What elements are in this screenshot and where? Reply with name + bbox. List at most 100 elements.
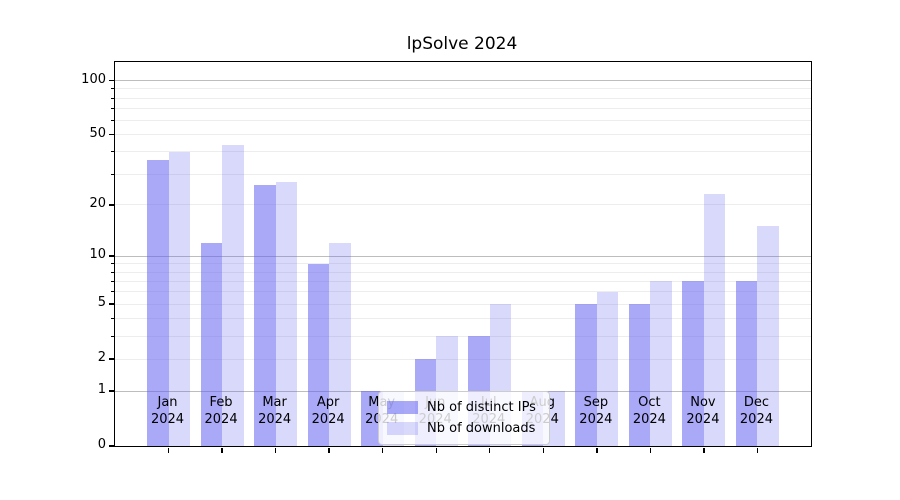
- y-axis-tick-1: [108, 390, 114, 392]
- x-axis-tick-jan: [167, 447, 170, 453]
- bar-downloads-nov: [703, 194, 726, 446]
- bar-distinct-ips-oct: [628, 304, 651, 446]
- x-axis-tick-may: [381, 447, 384, 453]
- x-axis-tick-jul: [489, 447, 491, 453]
- y-axis-tick-100: [108, 79, 114, 82]
- bar-downloads-apr: [329, 242, 351, 446]
- x-axis-label-apr: Apr 2024: [298, 394, 358, 428]
- legend-swatch-downloads: [387, 422, 418, 435]
- bar-distinct-ips-jan: [147, 160, 169, 446]
- x-axis-label-year: 2024: [632, 412, 666, 427]
- y-axis-minortick-30: [110, 173, 114, 175]
- legend-label-downloads: Nb of downloads: [427, 421, 536, 436]
- bar-downloads-dec: [757, 226, 779, 446]
- x-axis-tick-nov: [703, 447, 705, 453]
- bar-downloads-jan: [168, 151, 191, 446]
- x-axis-tick-mar: [274, 447, 277, 453]
- x-axis-tick-jun: [435, 447, 437, 453]
- x-axis-label-oct: Oct 2024: [619, 394, 679, 428]
- bar-distinct-ips-feb: [200, 242, 223, 446]
- y-axis-minortick-8: [110, 271, 114, 273]
- gridline-y-60: [115, 119, 811, 121]
- y-axis-label-0: 0: [97, 437, 106, 452]
- y-axis-tick-10: [108, 255, 114, 257]
- y-axis-tick-0: [108, 445, 114, 447]
- gridline-y-3: [115, 335, 811, 337]
- gridline-y-20: [115, 204, 811, 206]
- x-axis-label-mar: Mar 2024: [245, 394, 305, 428]
- y-axis-label-5: 5: [97, 295, 106, 311]
- x-axis-label-nov: Nov 2024: [673, 394, 733, 428]
- bar-distinct-ips-dec: [735, 281, 758, 446]
- x-axis-label-year: 2024: [204, 412, 238, 427]
- y-axis-minortick-90: [110, 88, 114, 90]
- bar-downloads-feb: [222, 144, 244, 446]
- legend-item-distinct-ips: Nb of distinct IPs: [387, 397, 541, 418]
- x-axis-label-sep: Sep 2024: [566, 394, 626, 428]
- x-axis-tick-sep: [596, 447, 598, 453]
- chart-title: lpSolve 2024: [406, 34, 518, 54]
- y-axis-minortick-4: [110, 318, 114, 320]
- gridline-y-30: [115, 173, 811, 175]
- y-axis-minortick-9: [110, 263, 114, 265]
- x-axis-label-year: 2024: [686, 412, 720, 427]
- bar-distinct-ips-sep: [575, 304, 597, 446]
- y-axis-label-2: 2: [97, 350, 106, 365]
- y-axis-minortick-6: [110, 291, 114, 293]
- y-axis-tick-20: [108, 204, 114, 206]
- gridline-y-40: [115, 151, 811, 153]
- x-axis-label-feb: Feb 2024: [191, 394, 251, 428]
- legend-label-distinct-ips: Nb of distinct IPs: [427, 400, 536, 415]
- x-axis-label-dec: Dec 2024: [726, 394, 786, 428]
- x-axis-tick-feb: [221, 447, 223, 453]
- gridline-y-9: [115, 263, 811, 265]
- y-axis-label-10: 10: [89, 247, 106, 263]
- bar-downloads-oct: [650, 281, 672, 446]
- gridline-y-10: [115, 255, 811, 257]
- gridline-y-2: [115, 358, 811, 360]
- x-axis-label-year: 2024: [150, 412, 185, 427]
- legend: Nb of distinct IPs Nb of downloads: [378, 391, 550, 445]
- legend-item-downloads: Nb of downloads: [387, 418, 541, 439]
- gridline-y-80: [115, 97, 811, 99]
- y-axis-label-50: 50: [89, 125, 106, 141]
- y-axis-tick-50: [108, 133, 114, 136]
- bar-distinct-ips-mar: [254, 185, 276, 446]
- x-axis-label-year: 2024: [258, 412, 292, 427]
- y-axis-minortick-60: [110, 119, 114, 121]
- y-axis-minortick-7: [110, 280, 114, 282]
- x-axis-tick-apr: [328, 447, 330, 453]
- gridline-y-90: [115, 88, 811, 90]
- legend-swatch-distinct-ips: [387, 401, 418, 414]
- gridline-y-7: [115, 280, 811, 282]
- x-axis-tick-aug: [542, 447, 544, 453]
- gridline-y-70: [115, 107, 811, 109]
- bar-distinct-ips-may: [361, 391, 383, 446]
- gridline-y-100: [115, 80, 811, 82]
- y-axis-tick-5: [108, 303, 114, 305]
- gridline-y-50: [115, 134, 811, 136]
- plot-area: Nb of distinct IPs Nb of downloads: [108, 61, 812, 453]
- y-axis-label-100: 100: [81, 71, 106, 87]
- x-axis-label-jan: Jan 2024: [138, 394, 198, 428]
- y-axis-minortick-70: [110, 107, 114, 109]
- y-axis-minortick-80: [110, 97, 114, 99]
- bar-distinct-ips-apr: [307, 263, 330, 446]
- gridline-y-8: [115, 271, 811, 273]
- bar-distinct-ips-nov: [682, 281, 704, 446]
- gridline-y-5: [115, 303, 811, 305]
- gridline-y-6: [115, 291, 811, 293]
- y-axis-label-1: 1: [97, 382, 106, 398]
- x-axis-label-year: 2024: [579, 412, 613, 427]
- x-axis-tick-dec: [756, 447, 759, 453]
- x-axis-label-year: 2024: [739, 412, 773, 427]
- bar-downloads-mar: [275, 182, 298, 446]
- y-axis-tick-2: [108, 358, 114, 360]
- x-axis-tick-oct: [649, 447, 652, 453]
- gridline-y-4: [115, 318, 811, 320]
- y-axis-label-20: 20: [89, 195, 106, 211]
- x-axis-label-year: 2024: [311, 412, 345, 427]
- bar-downloads-sep: [596, 291, 619, 446]
- y-axis-minortick-40: [110, 151, 114, 153]
